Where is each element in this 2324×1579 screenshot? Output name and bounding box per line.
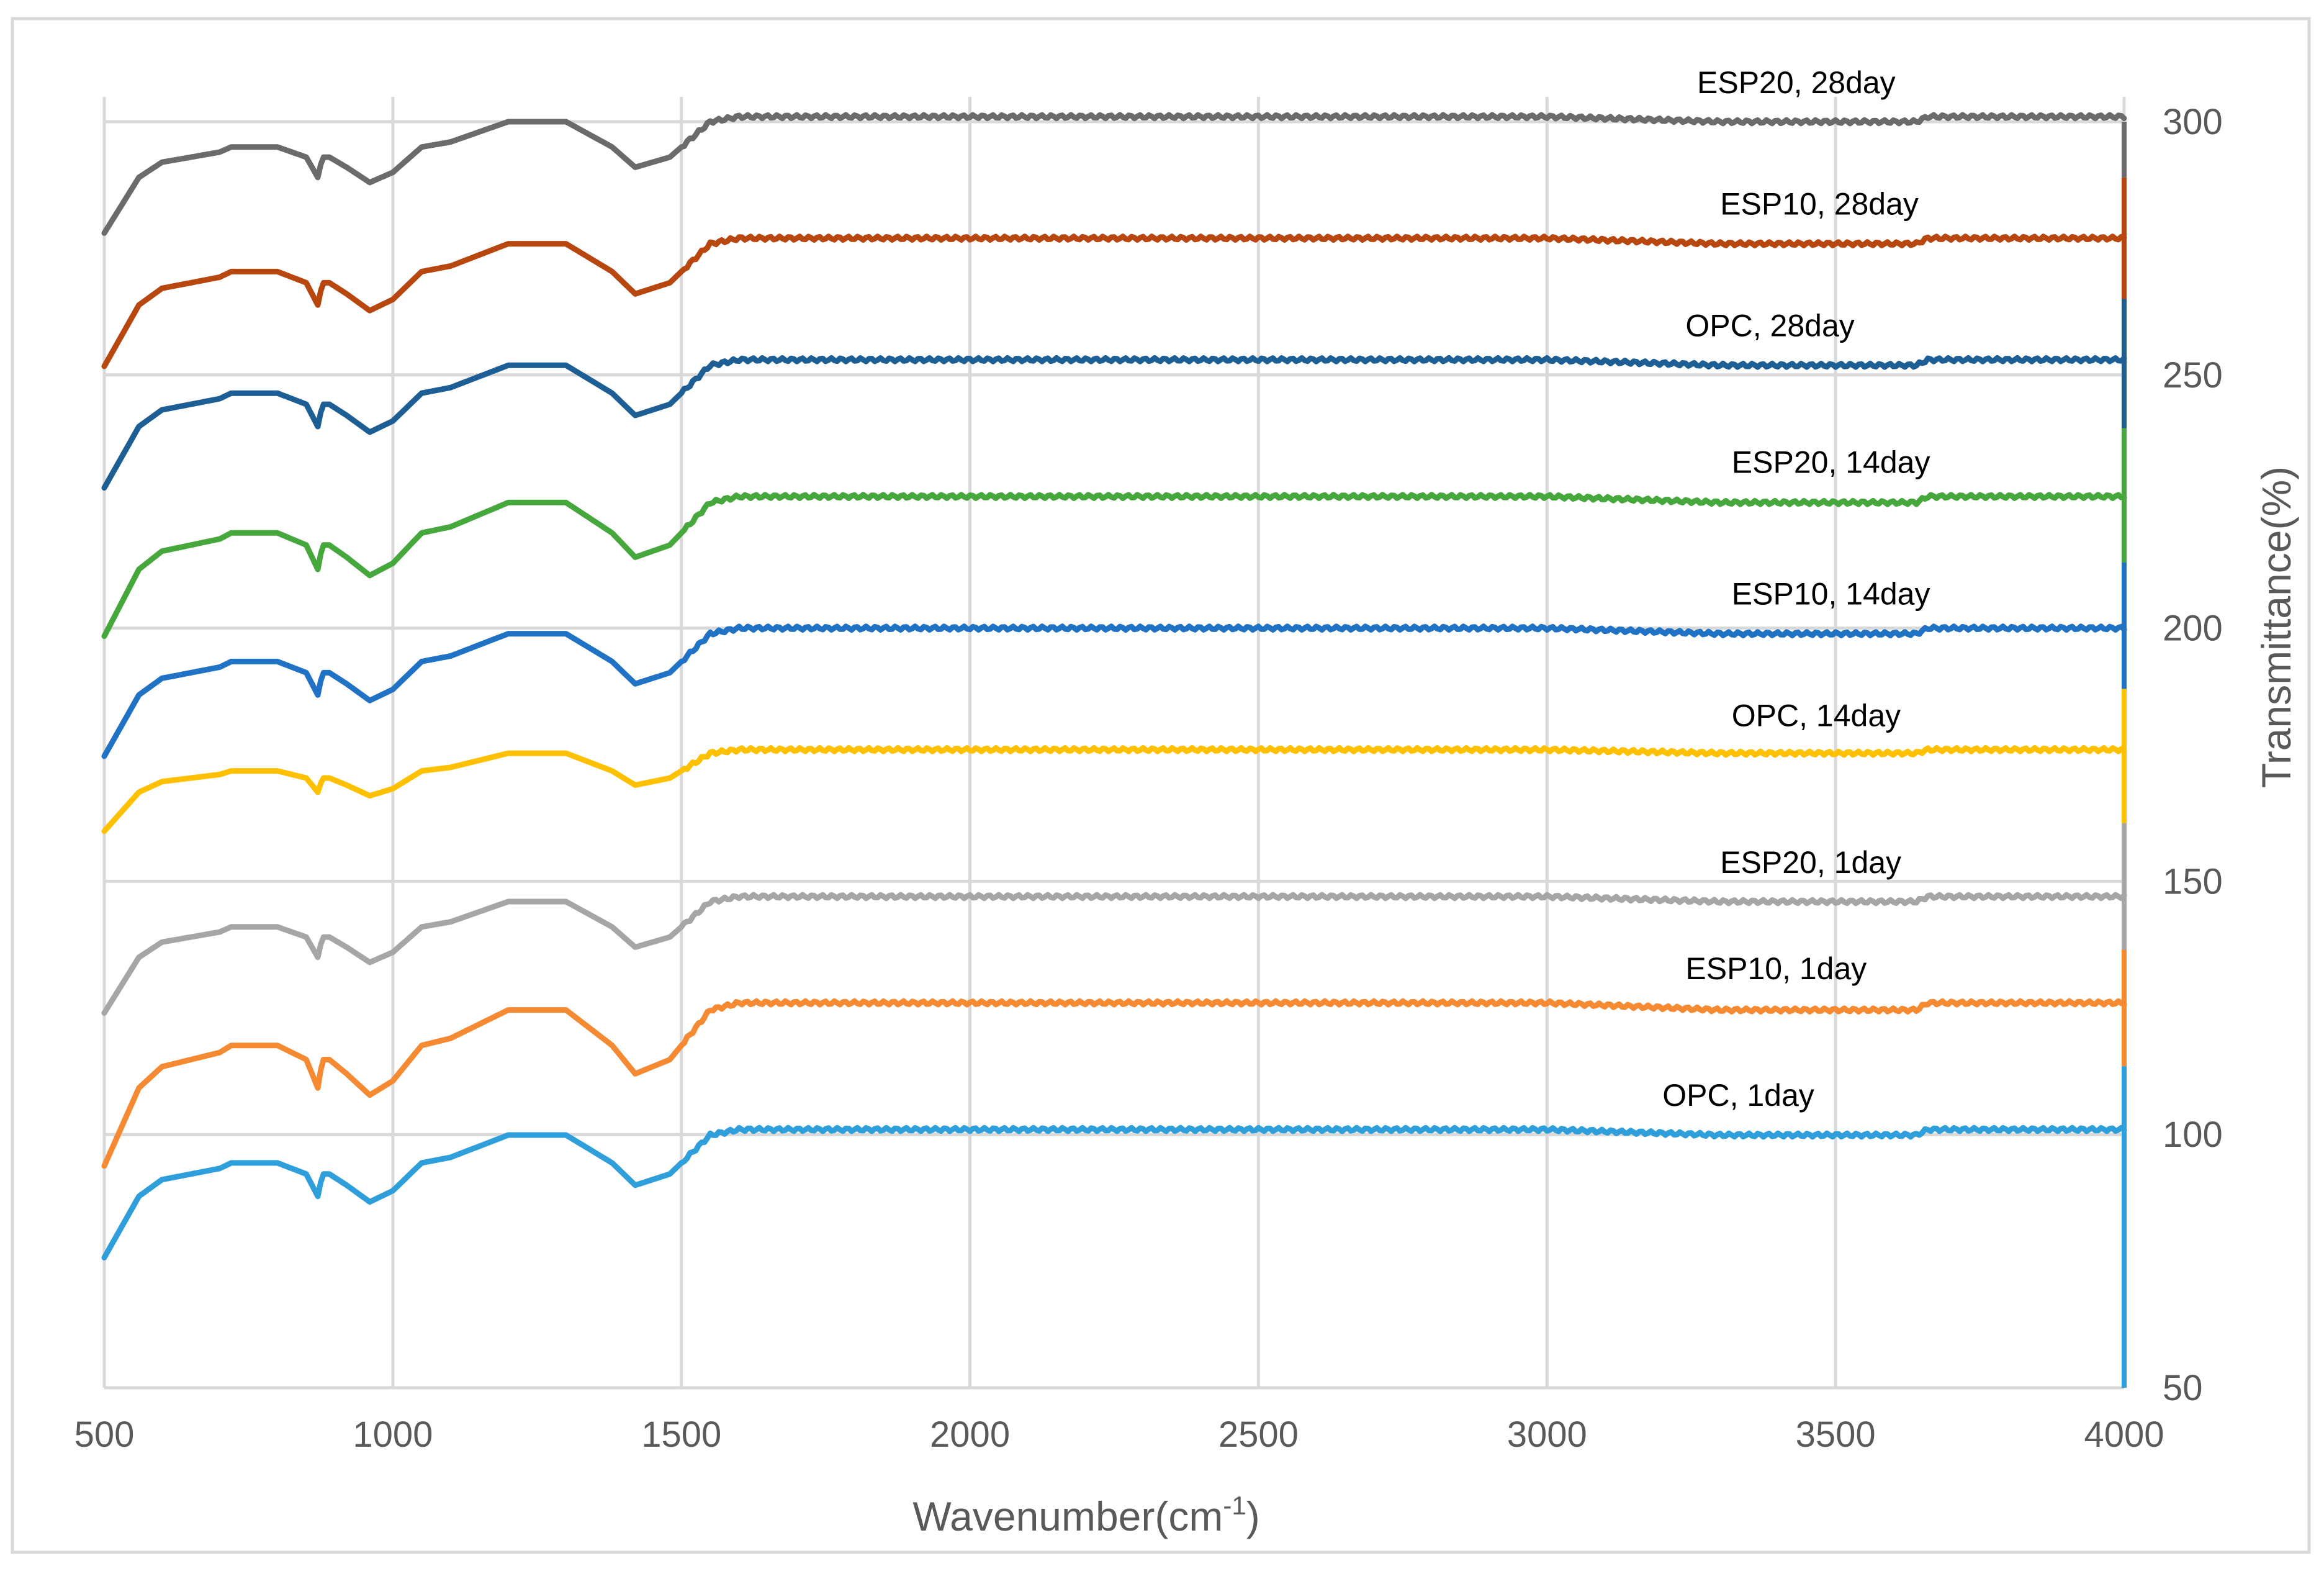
y-axis-title: Transmittance(%) — [2253, 466, 2299, 788]
series-label: ESP10, 1day — [1685, 951, 1867, 986]
series-label: ESP10, 14day — [1732, 577, 1930, 612]
series-labels: OPC, 1day ESP10, 1day ESP20, 1day OPC, 14da… — [1662, 65, 1930, 1113]
axes: 500 1000 1500 2000 2500 3000 3500 4000 50 100 150 2… — [74, 102, 2223, 1455]
series-label: OPC, 1day — [1662, 1078, 1814, 1113]
y-tick-label: 100 — [2163, 1115, 2223, 1155]
x-tick-label: 500 — [74, 1414, 135, 1455]
series-line — [101, 745, 2127, 835]
series-line — [101, 998, 2127, 1169]
x-tick-label: 2500 — [1218, 1414, 1299, 1455]
series-line — [101, 492, 2127, 640]
y-tick-label: 250 — [2163, 355, 2223, 396]
x-tick-label: 4000 — [2084, 1414, 2164, 1455]
x-tick-label: 1000 — [353, 1414, 433, 1455]
x-tick-label: 3500 — [1796, 1414, 1876, 1455]
series-line — [101, 1124, 2127, 1260]
series-line — [101, 112, 2127, 236]
chart-frame — [11, 17, 2311, 1554]
x-tick-label: 2000 — [930, 1414, 1010, 1455]
x-axis-title-superscript: -1 — [1223, 1491, 1246, 1520]
series-line — [101, 355, 2127, 491]
y-tick-label: 150 — [2163, 861, 2223, 902]
y-tick-label: 50 — [2163, 1368, 2203, 1408]
series-line — [101, 623, 2127, 759]
x-axis-title-tail: ) — [1246, 1493, 1260, 1539]
series-label: ESP20, 28day — [1697, 65, 1896, 100]
x-tick-label: 1500 — [641, 1414, 721, 1455]
series-label: ESP20, 1day — [1720, 845, 1901, 880]
series-label: ESP20, 14day — [1732, 445, 1930, 480]
x-axis-title: Wavenumber(cm-1) — [912, 1491, 1259, 1539]
y-tick-label: 200 — [2163, 609, 2223, 649]
x-tick-label: 3000 — [1507, 1414, 1587, 1455]
series-label: OPC, 28day — [1685, 308, 1854, 343]
series-label: ESP10, 28day — [1720, 187, 1919, 222]
y-tick-label: 300 — [2163, 102, 2223, 142]
series-line — [101, 233, 2127, 369]
series-line — [101, 892, 2127, 1016]
series-label: OPC, 14day — [1732, 698, 1901, 733]
x-axis-title-main: Wavenumber(cm — [912, 1493, 1223, 1539]
series-lines — [101, 112, 2127, 1260]
